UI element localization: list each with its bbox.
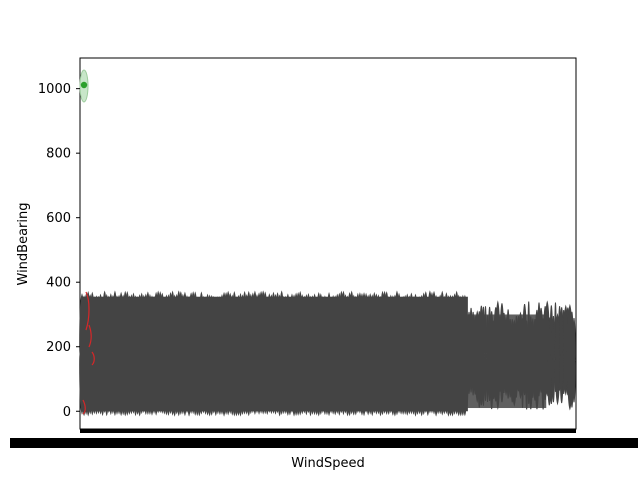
violin-overlap-fill-sparse bbox=[466, 314, 547, 409]
plot-area bbox=[79, 57, 577, 430]
accent-violin-4 bbox=[82, 399, 86, 415]
y-axis-label: WindBearing bbox=[16, 202, 31, 285]
accent-violin-3 bbox=[91, 351, 95, 366]
outlier-violin bbox=[79, 69, 89, 103]
y-axis: 0 200 400 600 800 1000 bbox=[38, 82, 80, 420]
violin-group bbox=[79, 290, 576, 417]
violin-overlap-fill bbox=[81, 296, 468, 412]
violin-body bbox=[551, 316, 556, 403]
x-tick-mark-band bbox=[80, 429, 576, 433]
x-tick-label-band bbox=[10, 438, 638, 448]
outlier-median-point bbox=[80, 81, 88, 89]
y-tick-label: 1000 bbox=[38, 82, 71, 97]
x-axis bbox=[10, 429, 638, 448]
y-tick-label: 400 bbox=[46, 276, 71, 291]
violin-body bbox=[572, 317, 576, 403]
y-tick-label: 0 bbox=[63, 405, 71, 420]
y-tick-label: 600 bbox=[46, 211, 71, 226]
x-axis-label: WindSpeed bbox=[291, 456, 364, 471]
accent-violin-1 bbox=[85, 291, 90, 331]
y-tick-label: 800 bbox=[46, 147, 71, 162]
accent-violin-2 bbox=[88, 324, 92, 348]
y-tick-label: 200 bbox=[46, 340, 71, 355]
accent-violins bbox=[82, 291, 95, 415]
